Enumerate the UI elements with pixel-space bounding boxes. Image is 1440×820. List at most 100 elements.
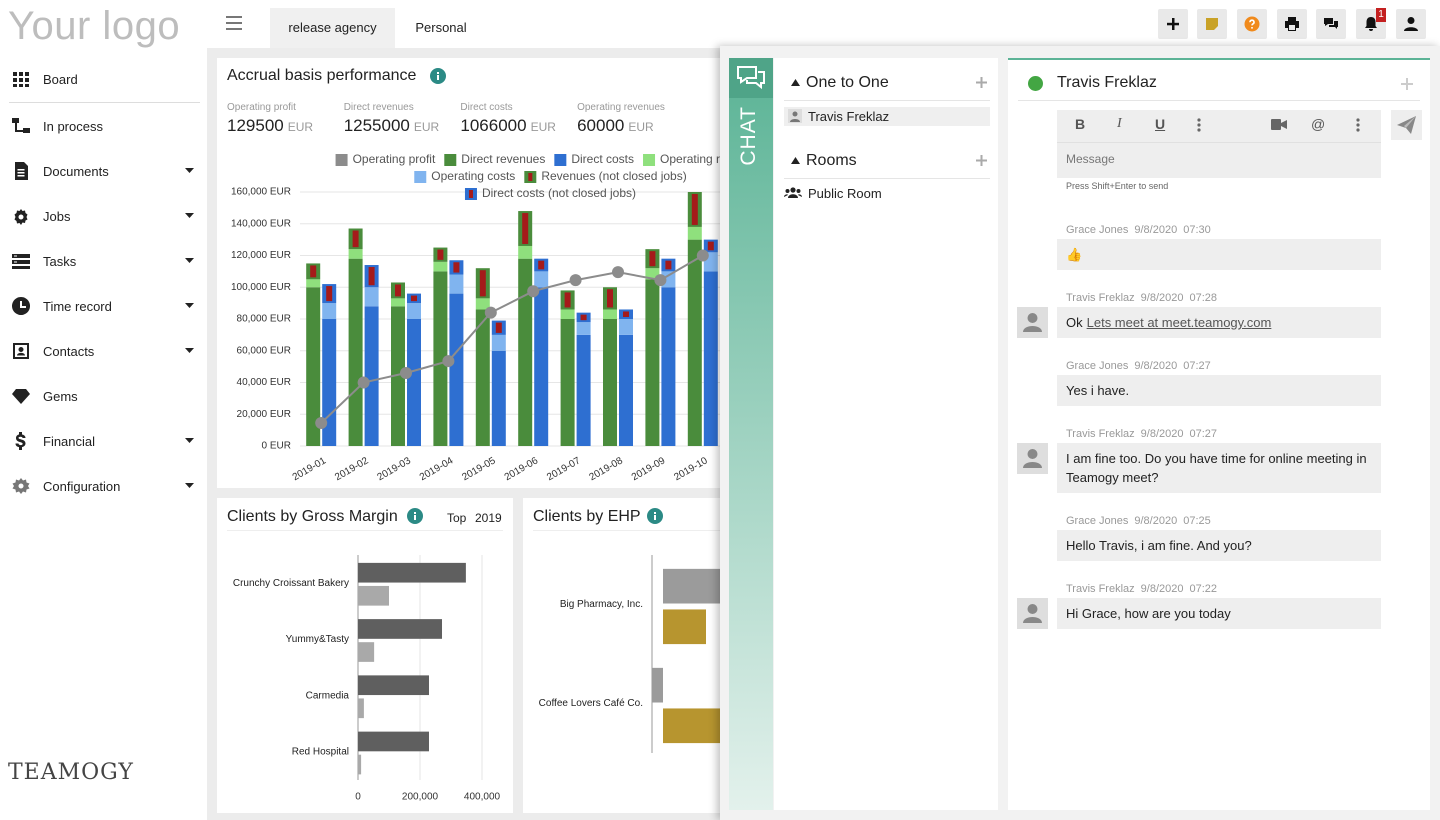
kpi-label: Operating revenues — [577, 102, 665, 113]
menu-label: Gems — [43, 388, 78, 404]
info-icon[interactable] — [430, 68, 446, 84]
message-meta: Grace Jones 9/8/2020 07:30 — [1008, 222, 1430, 238]
menu-icon-shape — [12, 118, 30, 133]
menu-icon — [14, 209, 28, 225]
menu-icon — [12, 297, 31, 315]
info-icon[interactable] — [647, 508, 663, 524]
submenu-caret[interactable] — [185, 258, 194, 264]
separator — [227, 530, 503, 531]
menu-item[interactable]: Time record — [0, 291, 207, 321]
room-row[interactable]: Public Room — [784, 184, 990, 203]
message-meta: Travis Freklaz 9/8/2020 07:28 — [1008, 290, 1430, 306]
help-button[interactable] — [1237, 9, 1267, 39]
tab[interactable]: release agency — [270, 8, 395, 48]
submenu-caret[interactable] — [185, 168, 194, 174]
menu-icon — [12, 478, 30, 494]
caret-shape — [185, 438, 194, 443]
submenu-caret[interactable] — [185, 348, 194, 354]
message: Grace Jones 9/8/2020 07:30 👍 — [1008, 222, 1430, 270]
notes-button[interactable] — [1197, 9, 1227, 39]
more-button[interactable] — [1197, 118, 1201, 132]
message-date: 9/8/2020 — [1134, 224, 1178, 236]
print-button[interactable] — [1277, 9, 1307, 39]
menu-item[interactable]: Contacts — [0, 336, 207, 366]
kpi-label: Direct costs — [460, 102, 513, 113]
filter-value[interactable]: 2019 — [475, 511, 502, 525]
message-meta: Grace Jones 9/8/2020 07:27 — [1008, 358, 1430, 374]
filter-label[interactable]: Top — [447, 511, 467, 525]
info-icon[interactable] — [407, 508, 423, 524]
logo: Your logo — [8, 4, 181, 48]
message-text: Hello Travis, i am fine. And you? — [1066, 538, 1252, 553]
submenu-caret[interactable] — [185, 483, 194, 489]
menu-label: Board — [43, 71, 78, 87]
message-time: 07:27 — [1189, 428, 1218, 440]
menu-item[interactable]: Tasks — [0, 246, 207, 276]
message: Grace Jones 9/8/2020 07:27 Yes i have. — [1008, 358, 1430, 406]
menu-item[interactable]: Documents — [0, 156, 207, 186]
menu-item[interactable]: Jobs — [0, 201, 207, 231]
add-button[interactable] — [1158, 9, 1188, 39]
panel-title: Clients by EHP — [533, 508, 641, 525]
topbar: release agency Personal — [207, 0, 1440, 48]
chat-tab: CHAT — [729, 58, 773, 810]
kpi-unit: EUR — [530, 120, 556, 134]
menu-item[interactable]: In process — [0, 111, 207, 141]
contact-name: Travis Freklaz — [808, 109, 890, 124]
message: Travis Freklaz 9/8/2020 07:28 Ok Lets meet a… — [1008, 290, 1430, 338]
tab[interactable]: Personal — [415, 20, 467, 35]
underline-button[interactable]: U — [1155, 116, 1166, 132]
avatar-head — [1027, 313, 1038, 323]
submenu-caret[interactable] — [185, 303, 194, 309]
menu-item[interactable]: Configuration — [0, 471, 207, 501]
menu-item[interactable]: Gems — [0, 381, 207, 411]
menu-label: Documents — [43, 163, 109, 179]
message-bubble: Hello Travis, i am fine. And you? — [1057, 530, 1381, 561]
video-button[interactable] — [1271, 119, 1287, 130]
message-text: Ok — [1066, 315, 1083, 330]
message-input[interactable]: Message — [1066, 152, 1115, 166]
menu-item[interactable]: Financial — [0, 426, 207, 456]
message-text: I am fine too. Do you have time for onli… — [1066, 451, 1367, 485]
chat-tab-label: CHAT — [737, 106, 760, 166]
menu-icon-shape — [13, 343, 29, 359]
hamburger[interactable] — [226, 16, 242, 30]
chat-panel: CHAT One to One Travis Freklaz Rooms Pub… — [720, 46, 1440, 820]
message-time: 07:25 — [1183, 515, 1211, 527]
menu-item[interactable]: Board — [0, 64, 207, 94]
contact-row[interactable]: Travis Freklaz — [784, 107, 990, 126]
section-header[interactable]: Rooms — [774, 150, 998, 172]
send-button[interactable] — [1391, 110, 1422, 140]
avatar — [1017, 598, 1048, 629]
message-list: Grace Jones 9/8/2020 07:30 👍 Travis Freklaz 9… — [1008, 222, 1430, 649]
menu-icon-shape — [12, 254, 30, 269]
message-text: Yes i have. — [1066, 383, 1130, 398]
kpi: Direct revenues 1255000 EUR — [344, 102, 440, 136]
section-header[interactable]: One to One — [774, 72, 998, 94]
user-button[interactable] — [1396, 9, 1426, 39]
submenu-caret[interactable] — [185, 438, 194, 444]
more-button[interactable] — [1356, 118, 1360, 132]
menu-icon — [12, 389, 30, 404]
menu-icon-shape — [13, 72, 29, 87]
message: Grace Jones 9/8/2020 07:25 Hello Travis, i … — [1008, 513, 1430, 561]
caret-shape — [185, 168, 194, 173]
message-link[interactable]: Lets meet at meet.teamogy.com — [1086, 315, 1272, 330]
message-editor: B I U @ Message — [1057, 110, 1381, 178]
mention-button[interactable]: @ — [1311, 116, 1326, 132]
italic-button[interactable]: I — [1117, 116, 1122, 131]
separator — [1018, 100, 1420, 101]
submenu-caret[interactable] — [185, 213, 194, 219]
bold-button[interactable]: B — [1075, 116, 1086, 132]
menu-icon — [12, 118, 30, 133]
chat-tab-icon[interactable] — [729, 58, 773, 98]
avatar-head — [1027, 449, 1038, 459]
menu-icon-shape — [15, 162, 28, 180]
add-button[interactable] — [1401, 78, 1413, 90]
kpi-value: 129500 — [227, 116, 284, 135]
caret-shape — [185, 483, 194, 488]
chat-button[interactable] — [1316, 9, 1346, 39]
panel-title: Accrual basis performance — [227, 67, 417, 84]
avatar — [1017, 307, 1048, 338]
